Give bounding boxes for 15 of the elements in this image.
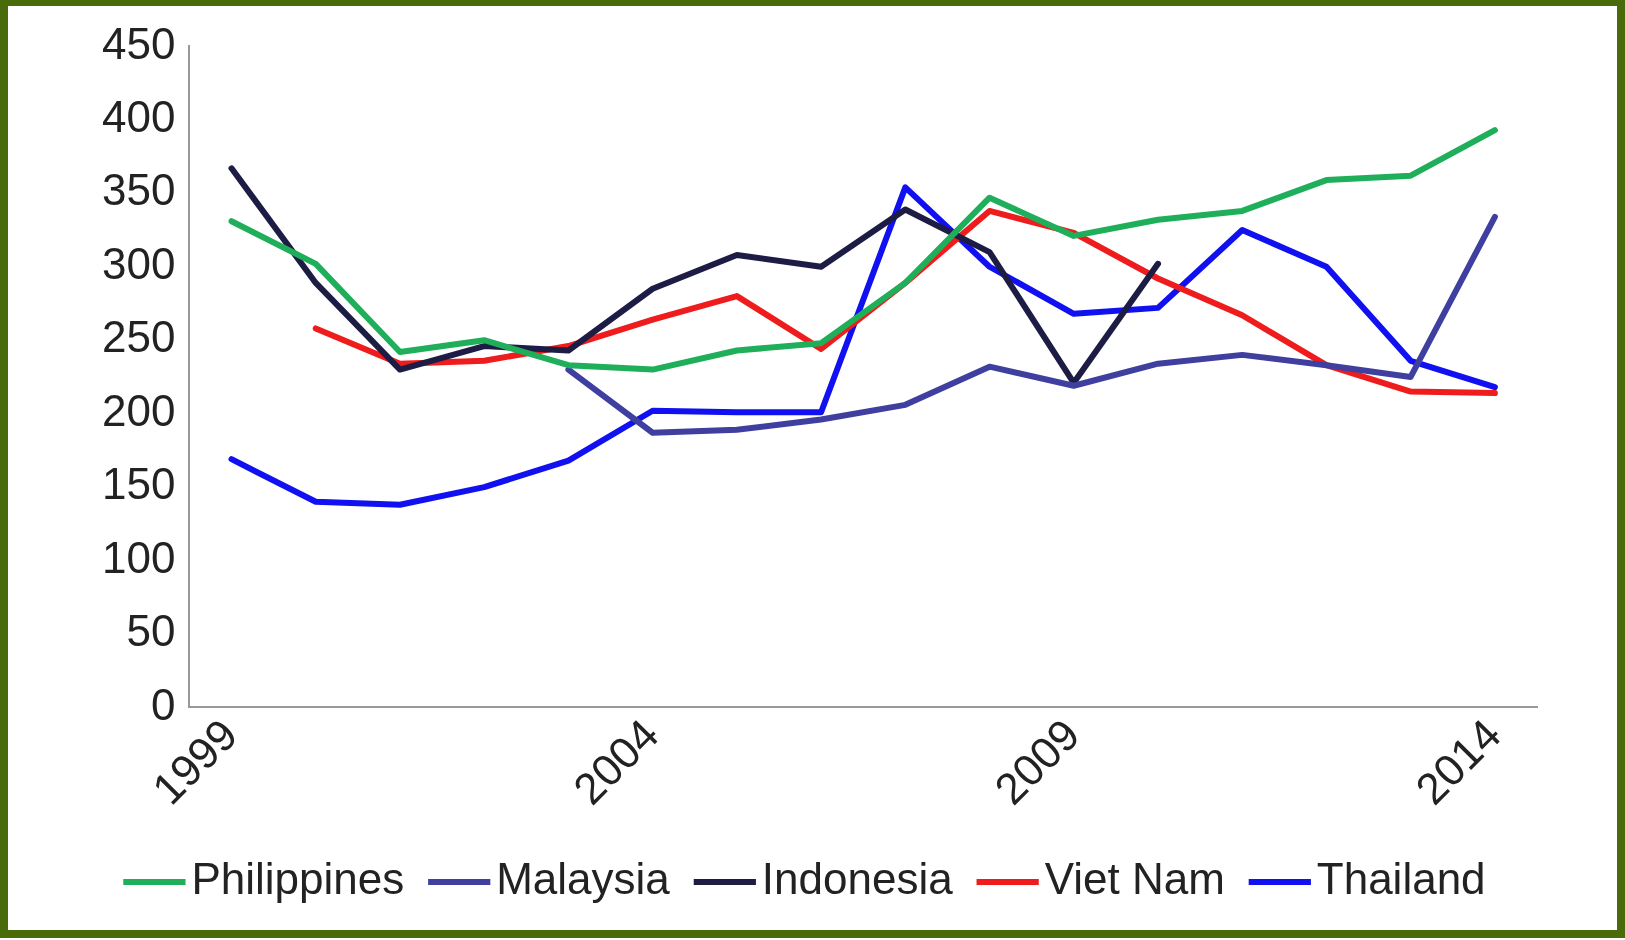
y-tick-label: 50 [126,606,176,656]
legend-label: Indonesia [761,854,954,904]
y-tick-label: 250 [101,312,176,362]
y-tick-label: 450 [101,18,176,68]
y-tick-label: 200 [101,385,176,435]
y-tick-label: 350 [101,165,176,215]
y-tick-label: 150 [101,459,176,509]
y-tick-label: 400 [101,91,176,141]
legend-label: Malaysia [496,854,671,904]
legend-label: Viet Nam [1044,854,1225,904]
y-tick-label: 100 [101,532,176,582]
y-tick-label: 300 [101,238,176,288]
legend-label: Thailand [1316,854,1486,904]
y-tick-label: 0 [150,679,176,729]
legend-label: Philippines [191,854,405,904]
